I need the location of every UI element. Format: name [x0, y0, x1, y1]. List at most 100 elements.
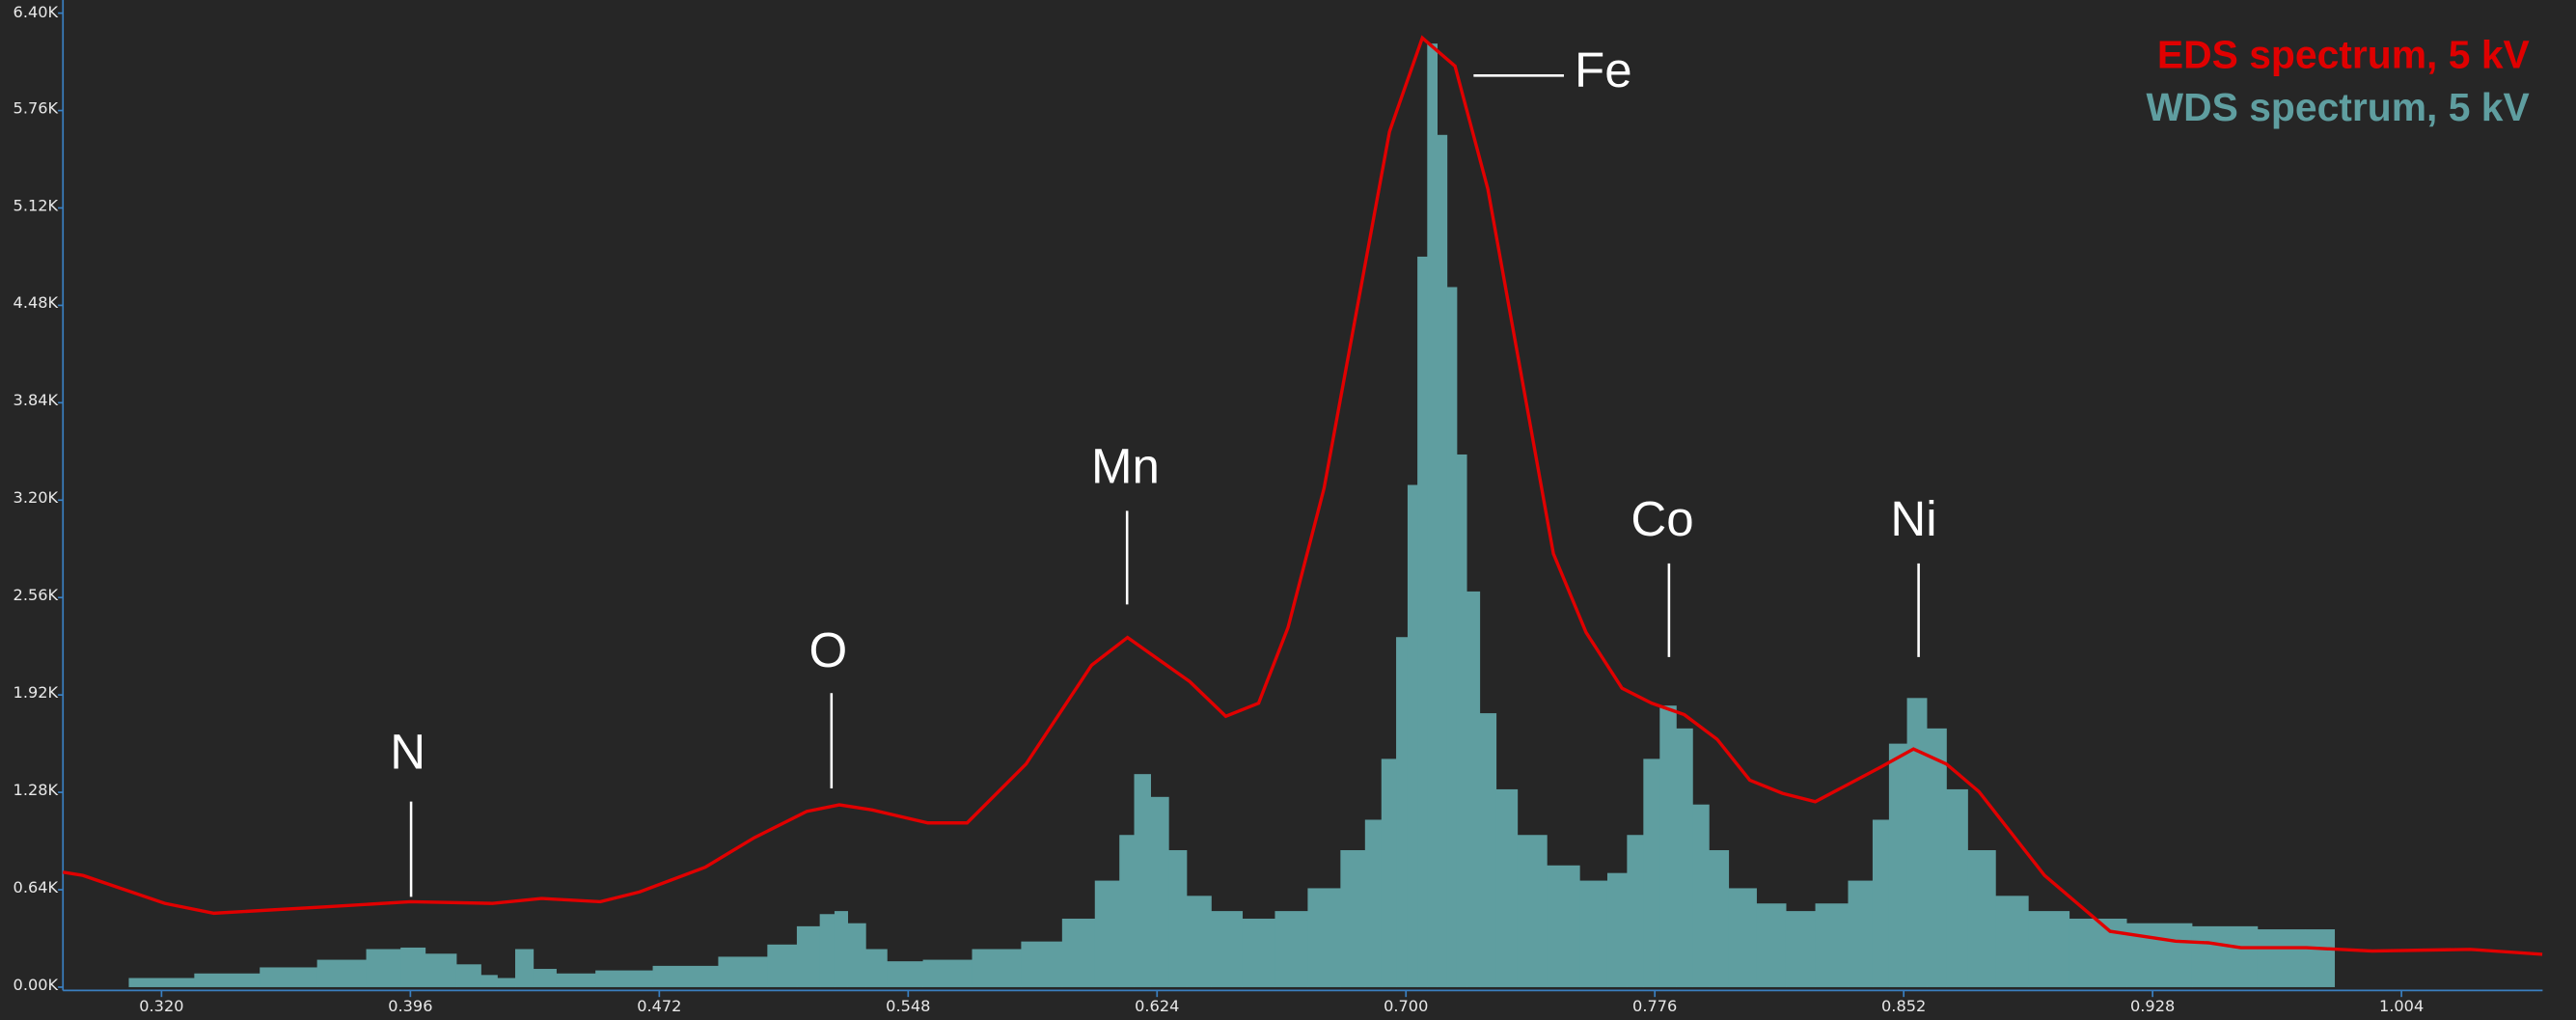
- spectrum-bar: [1466, 591, 1481, 987]
- x-tick-label: 0.624: [1135, 997, 1179, 1015]
- spectrum-bar: [1709, 850, 1730, 987]
- spectrum-bar: [1446, 287, 1458, 987]
- spectrum-bar: [819, 914, 836, 987]
- spectrum-bar: [652, 965, 719, 987]
- spectrum-bar: [1021, 941, 1063, 987]
- spectrum-bar: [2257, 929, 2306, 987]
- x-tick-label: 0.472: [637, 997, 681, 1015]
- spectrum-bar: [1417, 256, 1428, 987]
- spectrum-bar: [1785, 911, 1817, 987]
- spectrum-bar: [1407, 484, 1418, 987]
- spectrum-bar: [834, 911, 849, 987]
- spectrum-bar: [1606, 872, 1628, 987]
- spectrum-bar: [922, 959, 973, 987]
- spectrum-bar: [2304, 929, 2336, 987]
- spectrum-bar: [1168, 850, 1188, 987]
- spectrum-bar: [1479, 713, 1497, 987]
- spectrum-bar: [847, 923, 866, 987]
- y-tick-label: 3.84K: [14, 391, 59, 409]
- spectrum-bar: [260, 967, 318, 987]
- spectrum-bar: [718, 956, 768, 987]
- spectrum-bar: [1728, 888, 1757, 987]
- spectrum-bar: [1756, 903, 1787, 987]
- spectrum-bar: [1495, 788, 1519, 987]
- spectrum-bar: [595, 970, 654, 987]
- peak-label: O: [809, 622, 848, 677]
- spectrum-bar: [1946, 788, 1968, 987]
- spectrum-bar: [1888, 743, 1908, 987]
- x-tick-label: 0.320: [139, 997, 183, 1015]
- spectrum-bar: [1119, 835, 1136, 987]
- spectrum-bar: [796, 925, 821, 987]
- spectrum-bar: [1381, 758, 1397, 987]
- spectrum-bar: [1676, 728, 1693, 987]
- spectrum-bar: [194, 973, 260, 987]
- x-tick-label: 0.852: [1881, 997, 1926, 1015]
- spectrum-bar: [767, 944, 798, 987]
- x-tick-label: 0.396: [388, 997, 432, 1015]
- legend-entry: WDS spectrum, 5 kV: [2147, 85, 2530, 129]
- spectrum-bar: [2191, 925, 2259, 987]
- spectrum-bar: [1437, 134, 1448, 987]
- spectrum-bar: [1340, 850, 1366, 987]
- y-tick-label: 0.64K: [14, 878, 59, 896]
- peak-label: Ni: [1890, 491, 1936, 546]
- spectrum-line: [62, 35, 2543, 956]
- spectrum-bar: [1659, 705, 1677, 987]
- spectrum-bar: [1274, 911, 1308, 987]
- y-tick-label: 5.76K: [14, 98, 59, 117]
- spectrum-bar: [316, 959, 368, 987]
- y-tick-label: 2.56K: [14, 586, 59, 604]
- spectrum-bar: [1692, 804, 1710, 987]
- spectrum-bar: [1150, 796, 1169, 987]
- spectrum-bar: [1094, 880, 1120, 987]
- spectrum-bar: [556, 973, 596, 987]
- spectrum-bar: [1848, 880, 1874, 987]
- spectrum-bar: [1967, 850, 1996, 987]
- spectrum-bar: [1456, 454, 1467, 987]
- spectrum-bar: [972, 949, 1022, 987]
- y-tick-label: 1.28K: [14, 781, 59, 799]
- spectrum-bar: [1627, 835, 1644, 987]
- spectrum-bar: [514, 949, 534, 987]
- spectrum-bar: [128, 978, 195, 987]
- spectrum-bar: [887, 961, 924, 987]
- peak-label: N: [390, 724, 425, 779]
- spectrum-bar: [480, 975, 498, 987]
- spectrum-bar: [497, 978, 516, 987]
- spectrum-bar: [865, 949, 888, 987]
- spectrum-bar: [1134, 774, 1151, 987]
- y-tick-label: 3.20K: [14, 488, 59, 507]
- x-tick-label: 0.548: [886, 997, 930, 1015]
- spectrum-bar: [1995, 896, 2029, 987]
- peak-label: Fe: [1575, 42, 1632, 97]
- spectrum-bar: [1307, 888, 1341, 987]
- spectrum-bar: [425, 953, 457, 987]
- spectrum-bar: [2028, 911, 2070, 987]
- spectrum-bar: [400, 947, 426, 987]
- spectrum-bar: [1061, 918, 1096, 987]
- spectrum-bar: [1579, 880, 1608, 987]
- spectrum-bar: [1547, 865, 1580, 987]
- y-tick-label: 4.48K: [14, 293, 59, 312]
- y-tick-label: 1.92K: [14, 683, 59, 702]
- spectrum-bar: [1242, 918, 1275, 987]
- x-tick-label: 1.004: [2379, 997, 2424, 1015]
- y-tick-label: 6.40K: [14, 3, 59, 21]
- spectrum-bar: [366, 949, 401, 987]
- spectrum-bar: [1926, 728, 1947, 987]
- spectrum-bar: [1815, 903, 1849, 987]
- x-tick-label: 0.928: [2130, 997, 2175, 1015]
- spectrum-bar: [533, 969, 557, 987]
- spectrum-bar: [1211, 911, 1244, 987]
- y-tick-label: 5.12K: [14, 196, 59, 214]
- x-tick-label: 0.700: [1384, 997, 1428, 1015]
- spectrum-bar: [1872, 819, 1890, 987]
- spectrum-bar: [1396, 637, 1409, 987]
- spectrum-bar: [1427, 43, 1438, 987]
- spectrum-bar: [1364, 819, 1383, 987]
- spectrum-bar: [455, 964, 481, 987]
